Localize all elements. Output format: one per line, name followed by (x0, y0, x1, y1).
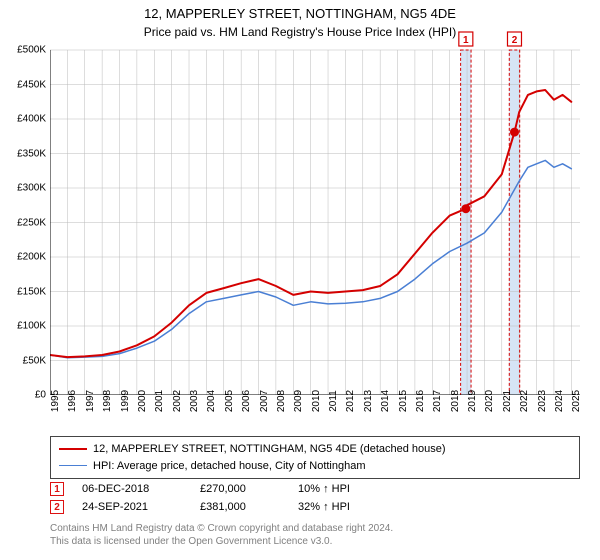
x-tick-label: 1996 (67, 390, 78, 412)
sale-diff: 10% ↑ HPI (298, 483, 388, 495)
x-tick-label: 2000 (137, 390, 148, 412)
footer-line-1: Contains HM Land Registry data © Crown c… (50, 522, 580, 535)
x-tick-label: 2024 (554, 390, 565, 412)
sale-row: 1 06-DEC-2018 £270,000 10% ↑ HPI (50, 480, 580, 498)
chart-title: 12, MAPPERLEY STREET, NOTTINGHAM, NG5 4D… (0, 0, 600, 23)
footer-attribution: Contains HM Land Registry data © Crown c… (50, 522, 580, 548)
legend-row: 12, MAPPERLEY STREET, NOTTINGHAM, NG5 4D… (59, 441, 571, 458)
chart-area: 12 £0£50K£100K£150K£200K£250K£300K£350K£… (50, 50, 580, 395)
sale-row: 2 24-SEP-2021 £381,000 32% ↑ HPI (50, 498, 580, 516)
y-tick-label: £350K (17, 148, 46, 159)
y-tick-label: £450K (17, 79, 46, 90)
legend-label: 12, MAPPERLEY STREET, NOTTINGHAM, NG5 4D… (93, 441, 446, 458)
legend-box: 12, MAPPERLEY STREET, NOTTINGHAM, NG5 4D… (50, 436, 580, 479)
x-tick-label: 2025 (571, 390, 582, 412)
x-tick-label: 2008 (276, 390, 287, 412)
legend-row: HPI: Average price, detached house, City… (59, 458, 571, 475)
y-tick-label: £150K (17, 286, 46, 297)
y-tick-label: £50K (23, 355, 46, 366)
legend-swatch (59, 465, 87, 466)
x-tick-label: 2013 (363, 390, 374, 412)
y-tick-label: £100K (17, 321, 46, 332)
x-tick-label: 1998 (102, 390, 113, 412)
x-tick-label: 2015 (398, 390, 409, 412)
x-tick-label: 1997 (85, 390, 96, 412)
y-tick-label: £0 (35, 390, 46, 401)
x-tick-label: 1995 (50, 390, 61, 412)
x-tick-label: 2002 (172, 390, 183, 412)
footer-line-2: This data is licensed under the Open Gov… (50, 535, 580, 548)
x-tick-label: 2009 (293, 390, 304, 412)
x-tick-label: 2006 (241, 390, 252, 412)
y-tick-label: £200K (17, 252, 46, 263)
sale-marker-icon: 2 (50, 500, 64, 514)
x-tick-label: 2021 (502, 390, 513, 412)
sales-table: 1 06-DEC-2018 £270,000 10% ↑ HPI 2 24-SEP-202… (50, 480, 580, 516)
legend-label: HPI: Average price, detached house, City… (93, 458, 366, 475)
sale-date: 24-SEP-2021 (82, 501, 182, 513)
sale-marker-icon: 1 (50, 482, 64, 496)
y-tick-label: £300K (17, 183, 46, 194)
y-tick-label: £250K (17, 217, 46, 228)
x-tick-label: 2016 (415, 390, 426, 412)
svg-text:2: 2 (512, 35, 518, 46)
x-tick-label: 2007 (259, 390, 270, 412)
x-tick-label: 2018 (450, 390, 461, 412)
x-tick-label: 2014 (380, 390, 391, 412)
x-tick-label: 2011 (328, 390, 339, 412)
y-axis: £0£50K£100K£150K£200K£250K£300K£350K£400… (0, 50, 48, 395)
sale-diff: 32% ↑ HPI (298, 501, 388, 513)
y-tick-label: £500K (17, 45, 46, 56)
x-tick-label: 1999 (120, 390, 131, 412)
y-tick-label: £400K (17, 114, 46, 125)
x-tick-label: 2004 (206, 390, 217, 412)
x-tick-label: 2005 (224, 390, 235, 412)
legend-swatch (59, 448, 87, 450)
x-tick-label: 2012 (345, 390, 356, 412)
x-tick-label: 2001 (154, 390, 165, 412)
x-tick-label: 2022 (519, 390, 530, 412)
sale-price: £270,000 (200, 483, 280, 495)
x-tick-label: 2010 (311, 390, 322, 412)
x-axis: 1995199619971998199920002001200220032004… (50, 395, 580, 433)
x-tick-label: 2020 (484, 390, 495, 412)
x-tick-label: 2003 (189, 390, 200, 412)
sale-price: £381,000 (200, 501, 280, 513)
plot-svg: 12 (50, 30, 580, 395)
chart-container: 12, MAPPERLEY STREET, NOTTINGHAM, NG5 4D… (0, 0, 600, 560)
svg-text:1: 1 (463, 35, 469, 46)
x-tick-label: 2019 (467, 390, 478, 412)
x-tick-label: 2023 (537, 390, 548, 412)
sale-date: 06-DEC-2018 (82, 483, 182, 495)
x-tick-label: 2017 (432, 390, 443, 412)
